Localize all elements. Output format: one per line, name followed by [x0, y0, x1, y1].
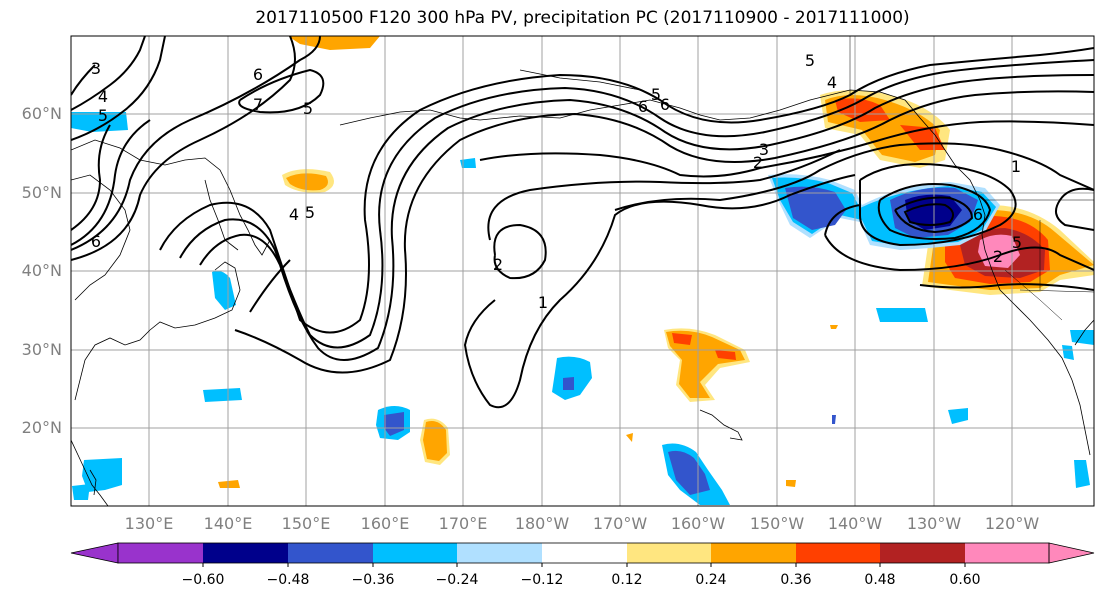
colorbar-tick-label: 0.12 [611, 572, 643, 588]
contour-label: 5 [1012, 233, 1022, 252]
colorbar-tick-label: −0.60 [181, 572, 225, 588]
contour-label: 2 [753, 153, 763, 172]
colorbar-tick-label: −0.12 [520, 572, 564, 588]
contour-label: 1 [1011, 157, 1021, 176]
contour-label: 6 [91, 232, 101, 251]
contour-label: 1 [538, 293, 548, 312]
lon-label: 120°W [984, 514, 1040, 533]
contour-label-group: 3 4 5 6 5 6 7 6 5 5 4 3 2 1 2 1 2 4 5 6 … [91, 51, 1022, 312]
lat-label: 60°N [21, 104, 62, 123]
colorbar-tick-label: −0.48 [266, 572, 310, 588]
borders [849, 36, 1094, 321]
lon-label: 150°E [281, 514, 331, 533]
contour-label: 3 [91, 59, 101, 78]
colorbar-tick-label: 0.36 [780, 572, 812, 588]
colorbar-tick-label: 0.24 [695, 572, 727, 588]
lon-label: 130°E [124, 514, 174, 533]
contour-label: 4 [98, 87, 108, 106]
lon-label: 160°W [670, 514, 726, 533]
colorbar-extend-low [70, 542, 119, 564]
colorbar [70, 542, 1095, 567]
contour-label: 6 [973, 205, 983, 224]
lat-label: 50°N [21, 183, 62, 202]
lon-label: 170°E [438, 514, 488, 533]
contour-label: 7 [253, 95, 263, 114]
colorbar-tick-label: 0.48 [864, 572, 896, 588]
colorbar-tick-label: −0.24 [435, 572, 479, 588]
contour-label: 5 [805, 51, 815, 70]
contour-label: 3 [759, 140, 769, 159]
contour-label: 2 [993, 247, 1003, 266]
map-frame [70, 35, 1095, 507]
contour-label: 6 [638, 97, 648, 116]
contour-label: 6 [253, 65, 263, 84]
coastlines [71, 69, 1094, 506]
lon-label: 140°W [827, 514, 883, 533]
lon-label: 140°E [203, 514, 253, 533]
contour-label: 6 [660, 95, 670, 114]
contour-label: 5 [303, 99, 313, 118]
lat-label: 20°N [21, 418, 62, 437]
map-title: 2017110500 F120 300 hPa PV, precipitatio… [255, 8, 910, 28]
contour-label: 5 [98, 106, 108, 125]
lat-label: 30°N [21, 340, 62, 359]
lon-label: 180°W [514, 514, 570, 533]
colorbar-extend-high [1048, 542, 1095, 564]
contour-label: 5 [651, 85, 661, 104]
contour-label: 4 [289, 205, 299, 224]
lon-label: 150°W [749, 514, 805, 533]
pv-contours [71, 36, 1094, 409]
colorbar-tick-label: −0.36 [351, 572, 395, 588]
contour-label: 4 [827, 73, 837, 92]
lat-label: 40°N [21, 261, 62, 280]
lon-label: 170°W [592, 514, 648, 533]
lon-label: 160°E [360, 514, 410, 533]
contour-label: 5 [305, 203, 315, 222]
lon-label: 130°W [906, 514, 962, 533]
contour-label: 2 [493, 255, 503, 274]
colorbar-tick-label: 0.60 [949, 572, 981, 588]
